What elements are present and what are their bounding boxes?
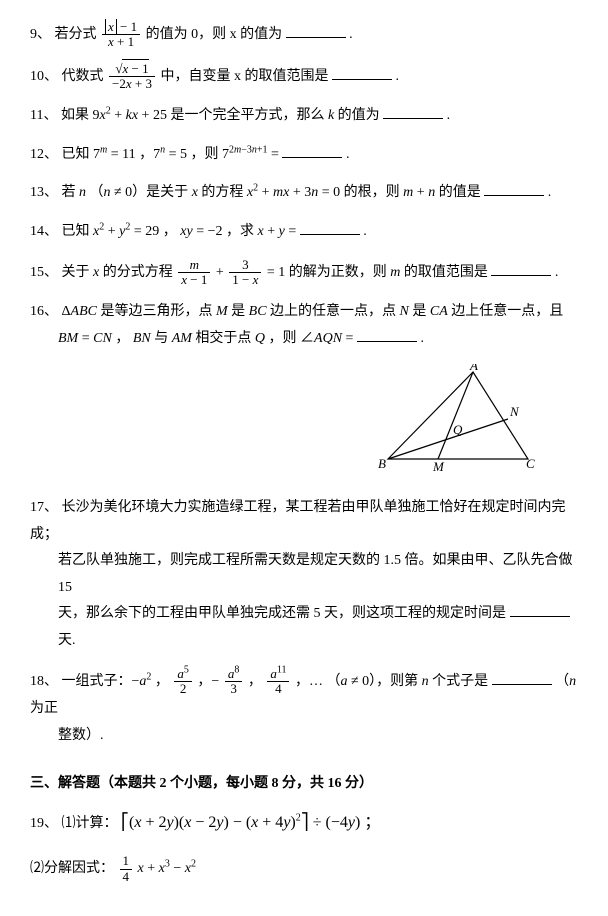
question-16: 16、 ΔABC 是等边三角形，点 M 是 BC 边上的任意一点，点 N 是 C… — [30, 299, 578, 352]
q18-tail2: 整数）. — [30, 723, 578, 750]
q15-post: = 1 的解为正数，则 m 的取值范围是 — [267, 265, 488, 280]
q10-num: 10、 — [30, 69, 58, 84]
q18-post: ，… （a ≠ 0），则第 n 个式子是 — [295, 674, 488, 689]
q13-text: 若 n （n ≠ 0）是关于 x 的方程 x2 + mx + 3n = 0 的根… — [62, 185, 481, 200]
q14-text: 已知 x2 + y2 = 29 ， xy = −2 ，求 x + y = — [62, 224, 297, 239]
q10-blank — [332, 65, 392, 80]
q9-pre: 若分式 — [55, 27, 101, 42]
q12-text: 已知 7m = 11 ，7n = 5 ，则 72m−3n+1 = — [62, 147, 279, 162]
q9-post: 的值为 0，则 x 的值为 — [146, 27, 283, 42]
q13-num: 13、 — [30, 185, 58, 200]
question-9: 9、 若分式 x − 1 x + 1 的值为 0，则 x 的值为 . — [30, 20, 578, 50]
question-10: 10、 代数式 √x − 1 −2x + 3 中，自变量 x 的取值范围是 . — [30, 62, 578, 92]
q10-post: 中，自变量 x 的取值范围是 — [160, 69, 328, 84]
question-19: 19、 ⑴计算： ⎡(x + 2y)(x − 2y) − (x + 4y)2⎤ … — [30, 808, 578, 838]
question-17: 17、 长沙为美化环境大力实施造绿工程，某工程若由甲队单独施工恰好在规定时间内完… — [30, 495, 578, 655]
q18-pre: 一组式子：−a2 ， — [62, 674, 169, 689]
q15-num: 15、 — [30, 265, 58, 280]
q19-num: 19、 — [30, 816, 58, 831]
q16-l1: ΔABC 是等边三角形，点 M 是 BC 边上的任意一点，点 N 是 CA 边上… — [62, 304, 564, 319]
q14-num: 14、 — [30, 224, 58, 239]
q12-num: 12、 — [30, 147, 58, 162]
q17-blank — [510, 602, 570, 617]
q17-l4: 天. — [30, 628, 578, 655]
question-18: 18、 一组式子：−a2 ， a52 ，− a83 ， a114 ，… （a ≠… — [30, 667, 578, 750]
q9-num: 9、 — [30, 27, 51, 42]
q19-expr1: ⎡(x + 2y)(x − 2y) − (x + 4y)2⎤ ÷ (−4y) ； — [121, 814, 380, 831]
triangle-svg: A B C M N Q — [378, 364, 538, 474]
question-19-2: ⑵分解因式： 14 x + x3 − x2 — [30, 854, 578, 884]
q19-frac: 14 — [120, 854, 133, 884]
tri-label-N: N — [509, 404, 520, 419]
q16-blank — [357, 327, 417, 342]
tri-label-Q: Q — [453, 422, 463, 437]
q11-text: 如果 9x2 + kx + 25 是一个完全平方式，那么 k 的值为 — [61, 108, 380, 123]
q10-frac: √x − 1 −2x + 3 — [109, 62, 155, 92]
triangle-figure: A B C M N Q — [30, 364, 538, 485]
q18-c1: ，− — [197, 674, 219, 689]
tri-label-B: B — [378, 456, 386, 471]
q12-blank — [282, 143, 342, 158]
q9-blank — [286, 23, 346, 38]
q15-blank — [491, 261, 551, 276]
q9-tail: . — [349, 27, 353, 42]
question-15: 15、 关于 x 的分式方程 mx − 1 + 31 − x = 1 的解为正数… — [30, 258, 578, 288]
q16-tail: . — [420, 331, 424, 346]
question-12: 12、 已知 7m = 11 ，7n = 5 ，则 72m−3n+1 = . — [30, 142, 578, 169]
tri-label-M: M — [432, 459, 445, 474]
q18-c2: ， — [248, 674, 262, 689]
q13-blank — [484, 181, 544, 196]
q12-tail: . — [346, 147, 350, 162]
question-11: 11、 如果 9x2 + kx + 25 是一个完全平方式，那么 k 的值为 . — [30, 103, 578, 130]
q11-num: 11、 — [30, 108, 57, 123]
q18-t1: a52 — [174, 667, 192, 697]
q16-l2: BM = CN ， BN 与 AM 相交于点 Q ，则 ∠AQN = . — [30, 326, 578, 353]
q17-l3: 天，那么余下的工程由甲队单独完成还需 5 天，则这项工程的规定时间是 — [30, 601, 578, 628]
q15-f2: 31 − x — [229, 258, 261, 288]
q18-blank — [492, 670, 552, 685]
q15-f1: mx − 1 — [178, 258, 210, 288]
q14-blank — [300, 220, 360, 235]
q18-t2: a83 — [225, 667, 243, 697]
q15-tail: . — [555, 265, 559, 280]
q19-p1: ⑴计算： — [62, 816, 118, 831]
question-13: 13、 若 n （n ≠ 0）是关于 x 的方程 x2 + mx + 3n = … — [30, 180, 578, 207]
q17-l1: 长沙为美化环境大力实施造绿工程，某工程若由甲队单独施工恰好在规定时间内完成； — [30, 500, 566, 542]
q11-tail: . — [447, 108, 451, 123]
q14-tail: . — [363, 224, 367, 239]
q17-num: 17、 — [30, 500, 58, 515]
section-3-title: 三、解答题（本题共 2 个小题，每小题 8 分，共 16 分） — [30, 771, 578, 798]
q15-mid: + — [216, 265, 227, 280]
tri-label-C: C — [526, 456, 535, 471]
q18-t3: a114 — [267, 667, 289, 697]
q19-expr2: x + x3 − x2 — [138, 861, 196, 876]
q13-tail: . — [548, 185, 552, 200]
q19-p2: ⑵分解因式： — [30, 861, 114, 876]
q11-blank — [383, 104, 443, 119]
tri-label-A: A — [469, 364, 478, 373]
q15-pre: 关于 x 的分式方程 — [62, 265, 177, 280]
q17-l2: 若乙队单独施工，则完成工程所需天数是规定天数的 1.5 倍。如果由甲、乙队先合做… — [30, 548, 578, 601]
q18-num: 18、 — [30, 674, 58, 689]
question-14: 14、 已知 x2 + y2 = 29 ， xy = −2 ，求 x + y =… — [30, 219, 578, 246]
q10-tail: . — [395, 69, 399, 84]
q16-num: 16、 — [30, 304, 58, 319]
q9-frac: x − 1 x + 1 — [102, 20, 140, 50]
q10-pre: 代数式 — [62, 69, 108, 84]
